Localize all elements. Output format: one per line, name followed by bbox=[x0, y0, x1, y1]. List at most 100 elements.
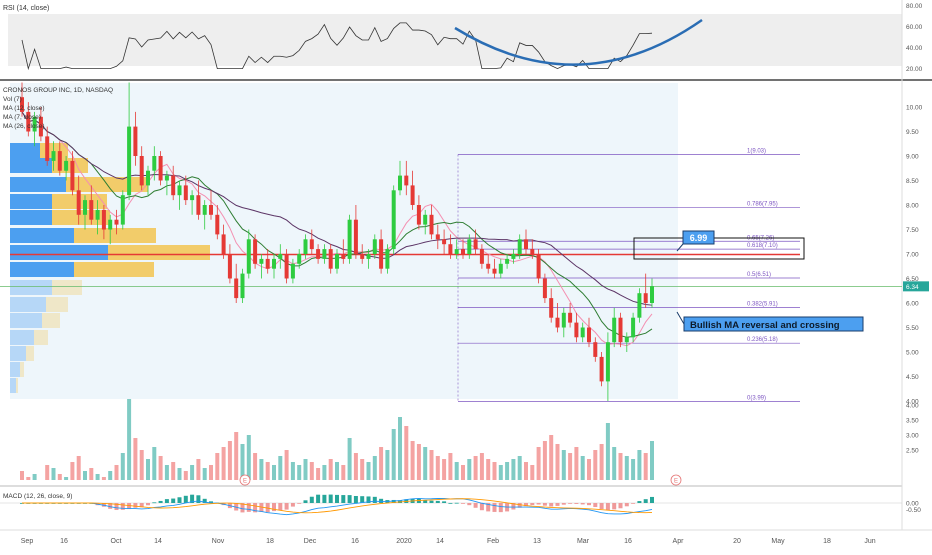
candle-body bbox=[209, 205, 213, 215]
candle-body bbox=[650, 286, 654, 303]
volume-profile-bar bbox=[10, 210, 52, 225]
candle-body bbox=[410, 185, 415, 205]
rsi-tick: 20.00 bbox=[906, 66, 923, 73]
candle bbox=[360, 244, 365, 264]
candle-body bbox=[587, 327, 591, 343]
candle bbox=[83, 195, 87, 230]
volume-bar bbox=[398, 417, 402, 480]
candle bbox=[385, 244, 390, 274]
macd-histogram-bar bbox=[605, 503, 610, 510]
volume-profile-bar bbox=[10, 228, 74, 243]
macd-histogram-bar bbox=[139, 503, 144, 508]
candle-body bbox=[70, 160, 75, 191]
volume-profile-bar bbox=[16, 378, 18, 393]
candle bbox=[524, 229, 528, 254]
candle bbox=[467, 234, 472, 259]
macd-pane bbox=[0, 494, 902, 516]
price-tick: 4.50 bbox=[906, 374, 919, 381]
x-tick: Apr bbox=[673, 538, 685, 545]
macd-histogram-bar bbox=[423, 500, 428, 503]
macd-tick: 0.00 bbox=[906, 501, 919, 508]
rsi-title: RSI (14, close) bbox=[3, 5, 49, 12]
macd-histogram-bar bbox=[278, 503, 283, 511]
macd-histogram-bar bbox=[568, 503, 573, 504]
macd-histogram-bar bbox=[284, 503, 289, 510]
x-tick: Oct bbox=[111, 538, 122, 545]
macd-histogram-bar bbox=[127, 503, 132, 510]
macd-histogram-bar bbox=[416, 498, 421, 503]
volume-bar bbox=[146, 459, 150, 480]
volume-bar bbox=[341, 465, 346, 480]
volume-bar bbox=[536, 447, 541, 480]
candle-body bbox=[152, 156, 157, 171]
volume-bar bbox=[253, 453, 258, 480]
volume-bar bbox=[555, 444, 560, 480]
candle bbox=[442, 229, 447, 254]
macd-histogram-bar bbox=[171, 498, 176, 503]
resistance-box[interactable] bbox=[633, 237, 805, 260]
x-tick: Nov bbox=[212, 538, 225, 545]
volume-profile-bar bbox=[10, 330, 34, 345]
volume-bar bbox=[612, 447, 617, 480]
candle bbox=[309, 229, 314, 254]
volume-profile-bar bbox=[108, 245, 210, 260]
candle bbox=[290, 258, 295, 284]
candle bbox=[511, 249, 516, 264]
macd-histogram-bar bbox=[511, 503, 516, 510]
fib-level-label: 0.618(7.10) bbox=[747, 243, 778, 249]
candle-body bbox=[158, 156, 163, 181]
macd-histogram-bar bbox=[435, 500, 440, 503]
volume-bar bbox=[108, 471, 113, 480]
candle-body bbox=[404, 175, 409, 186]
x-tick: May bbox=[771, 538, 785, 545]
symbol-title: CRONOS GROUP INC, 1D, NASDAQ bbox=[3, 87, 113, 94]
fib-level-label: 0.236(5.18) bbox=[747, 337, 778, 343]
candle bbox=[454, 239, 459, 259]
volume-bar bbox=[442, 459, 447, 480]
candle bbox=[303, 234, 308, 259]
volume-bar bbox=[322, 465, 327, 480]
rsi-band bbox=[8, 14, 902, 66]
x-tick: 13 bbox=[533, 538, 541, 545]
indicator-vol: Vol (7) bbox=[3, 96, 22, 103]
volume-profile-bar bbox=[46, 297, 68, 312]
candle bbox=[530, 239, 535, 259]
volume-bar bbox=[101, 477, 106, 480]
macd-histogram-bar bbox=[454, 502, 459, 504]
candle-body bbox=[347, 219, 352, 259]
volume-bar bbox=[461, 465, 465, 480]
volume-profile-bar bbox=[34, 330, 48, 345]
candle bbox=[587, 317, 591, 348]
volume-profile-bar bbox=[52, 280, 82, 295]
macd-histogram-bar bbox=[631, 503, 636, 504]
rsi-tick: 40.00 bbox=[906, 45, 923, 52]
volume-bar bbox=[511, 459, 516, 480]
candle bbox=[341, 239, 346, 264]
candle bbox=[637, 288, 642, 323]
volume-bar bbox=[498, 465, 503, 480]
fib-level-label: 0.382(5.91) bbox=[747, 301, 778, 307]
volume-bar bbox=[353, 453, 358, 480]
candle bbox=[549, 288, 554, 323]
candle-body bbox=[26, 111, 31, 132]
candle-body bbox=[479, 249, 484, 264]
candle bbox=[599, 352, 604, 387]
candle-body bbox=[133, 126, 138, 156]
price-callout-box[interactable] bbox=[682, 230, 715, 245]
volume-profile-bar bbox=[10, 378, 16, 393]
candle bbox=[605, 332, 610, 401]
volume-bar bbox=[309, 462, 314, 480]
candle-body bbox=[605, 342, 610, 382]
macd-histogram-bar bbox=[479, 503, 484, 511]
candle bbox=[196, 180, 201, 220]
volume-bar bbox=[561, 450, 566, 480]
earnings-marker-icon: E bbox=[674, 479, 678, 485]
candle-body bbox=[618, 317, 623, 343]
volume-bar bbox=[32, 474, 37, 480]
volume-bar bbox=[133, 438, 138, 480]
volume-bar bbox=[127, 399, 132, 480]
candle-body bbox=[486, 263, 491, 269]
candle-body bbox=[89, 200, 94, 220]
volume-bar bbox=[290, 462, 295, 480]
